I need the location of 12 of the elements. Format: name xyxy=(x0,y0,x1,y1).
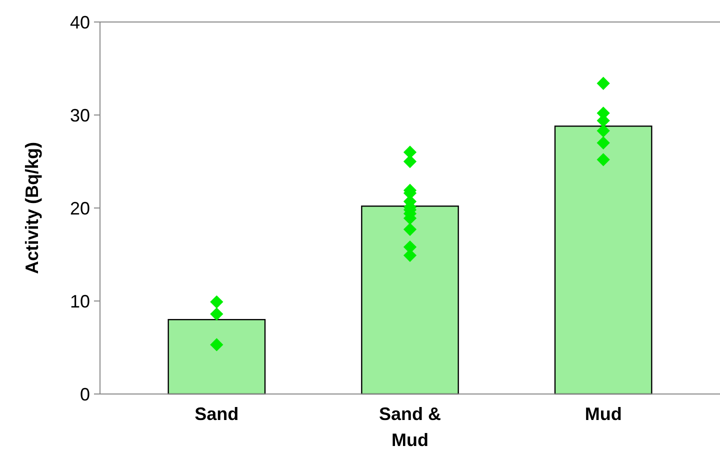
bar xyxy=(168,319,266,395)
bar xyxy=(554,126,652,395)
y-tick-label: 0 xyxy=(80,384,90,404)
y-tick-label: 40 xyxy=(70,12,90,32)
x-tick-label: Sand & Mud xyxy=(378,404,442,450)
bar xyxy=(361,206,459,395)
y-tick-label: 20 xyxy=(70,198,90,218)
y-axis-title: Activity (Bq/kg) xyxy=(22,142,42,274)
y-tick-label: 30 xyxy=(70,105,90,126)
y-tick-label: 10 xyxy=(70,291,90,312)
x-tick-label: Sand xyxy=(194,404,239,424)
x-tick-label: Mud xyxy=(584,404,622,424)
